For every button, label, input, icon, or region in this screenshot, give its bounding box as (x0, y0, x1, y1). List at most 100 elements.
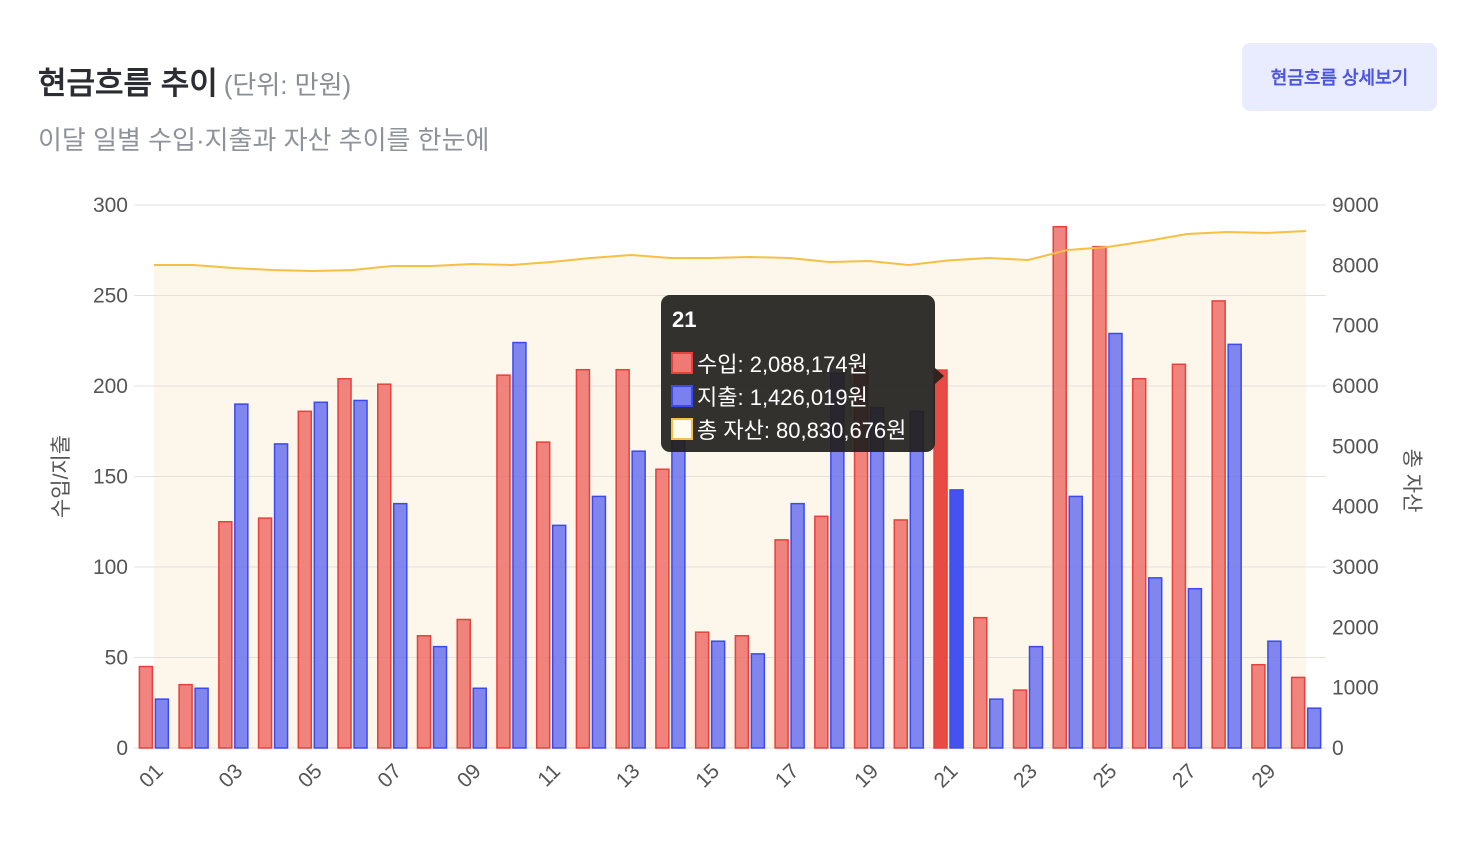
expense-bar (353, 399, 368, 749)
income-bar (138, 665, 154, 749)
income-bar (337, 378, 352, 749)
y-tick-label: 100 (93, 556, 128, 579)
y2-tick-label: 4000 (1332, 496, 1379, 519)
expense-bar (710, 640, 726, 749)
expense-bar (273, 443, 289, 749)
income-bar (377, 383, 392, 749)
income-bar (774, 539, 789, 749)
income-bar (1131, 378, 1147, 749)
income-bar (218, 521, 233, 749)
x-tick-label: 29 (1248, 760, 1281, 793)
expense-bar (551, 524, 567, 749)
assets-line (153, 229, 1307, 273)
x-tick-label: 21 (930, 760, 963, 793)
expense-bar (1267, 640, 1282, 749)
y-tick-label: 0 (116, 737, 128, 760)
x-tick-label: 07 (373, 760, 406, 793)
y2-tick-label: 2000 (1332, 616, 1379, 639)
y2-tick-label: 8000 (1332, 254, 1379, 277)
income-bar (694, 631, 710, 749)
expense-bar (472, 687, 487, 749)
expense-bar (909, 410, 925, 749)
income-bar (933, 369, 948, 749)
y-axis-title: 수입/지출 (50, 435, 73, 518)
cashflow-detail-button[interactable]: 현금흐름 상세보기 (1242, 43, 1437, 111)
x-tick-label: 05 (294, 760, 327, 793)
tooltip-row-assets: 총 자산: 80,830,676원 (671, 413, 906, 445)
income-bar (416, 635, 432, 749)
income-swatch (671, 352, 693, 374)
tooltip-row-expense: 지출: 1,426,019원 (671, 380, 868, 412)
y-tick-label: 200 (93, 375, 128, 398)
expense-bar (989, 698, 1004, 749)
unit-label: (단위: 만원) (223, 70, 352, 100)
income-bar (178, 683, 193, 749)
expense-bar (750, 653, 766, 749)
chart-tooltip: 21 수입: 2,088,174원 지출: 1,426,019원 총 자산: 8… (661, 295, 935, 452)
expense-bar (790, 502, 805, 749)
income-bar (814, 515, 829, 749)
expense-bar (1147, 577, 1163, 749)
y2-tick-label: 0 (1332, 737, 1344, 760)
expense-bar (194, 687, 209, 749)
income-bar (655, 468, 670, 749)
income-bar (1251, 663, 1266, 749)
x-tick-label: 09 (453, 760, 486, 793)
card-subtitle: 이달 일별 수입·지출과 자산 추이를 한눈에 (38, 125, 490, 155)
x-tick-label: 27 (1168, 760, 1201, 793)
x-tick-label: 19 (850, 760, 883, 793)
expense-bar (393, 502, 408, 749)
income-bar (1052, 225, 1067, 749)
y2-tick-label: 6000 (1332, 375, 1379, 398)
income-bar (973, 616, 988, 749)
expense-bar (313, 401, 329, 749)
y-tick-label: 300 (93, 194, 128, 217)
income-bar (893, 519, 909, 749)
expense-bar (1306, 707, 1322, 749)
y2-tick-label: 5000 (1332, 435, 1379, 458)
x-tick-label: 01 (135, 760, 168, 793)
expense-bar (1108, 332, 1123, 749)
expense-bar (1227, 343, 1242, 749)
y2-tick-label: 7000 (1332, 315, 1379, 338)
expense-bar (591, 495, 607, 749)
income-bar (734, 635, 750, 749)
assets-area (153, 230, 1307, 748)
y2-axis-title: 총 자산 (1400, 449, 1423, 513)
expense-bar (671, 430, 686, 749)
expense-bar (1187, 587, 1203, 749)
income-bar (1290, 676, 1306, 749)
y2-tick-label: 1000 (1332, 677, 1379, 700)
income-bar (535, 441, 551, 749)
assets-swatch (671, 418, 693, 440)
income-bar (1171, 363, 1187, 749)
income-bar (297, 410, 313, 749)
card-title: 현금흐름 추이 (단위: 만원) (38, 66, 352, 101)
x-tick-label: 03 (214, 760, 247, 793)
x-tick-label: 23 (1009, 760, 1042, 793)
income-bar (1012, 689, 1028, 749)
income-bar (1211, 300, 1226, 749)
tooltip-row-income: 수입: 2,088,174원 (671, 347, 868, 379)
tooltip-title: 21 (672, 307, 697, 332)
x-tick-label: 25 (1089, 760, 1122, 793)
income-bar (1092, 245, 1107, 749)
income-bar (615, 368, 630, 749)
x-tick-label: 15 (691, 760, 724, 793)
tooltip-caret (935, 368, 944, 384)
expense-bar (869, 406, 885, 749)
expense-bar (234, 403, 249, 749)
y2-tick-label: 9000 (1332, 194, 1379, 217)
x-tick-label: 11 (533, 760, 565, 792)
y2-tick-label: 3000 (1332, 556, 1379, 579)
income-bar (496, 374, 511, 749)
income-bar (257, 517, 273, 749)
x-tick-label: 13 (612, 760, 645, 793)
y-tick-label: 250 (93, 285, 128, 308)
expense-bar (949, 489, 964, 749)
expense-bar (1028, 645, 1044, 749)
expense-swatch (671, 385, 693, 407)
expense-bar (154, 698, 170, 749)
y-tick-label: 50 (105, 647, 128, 670)
